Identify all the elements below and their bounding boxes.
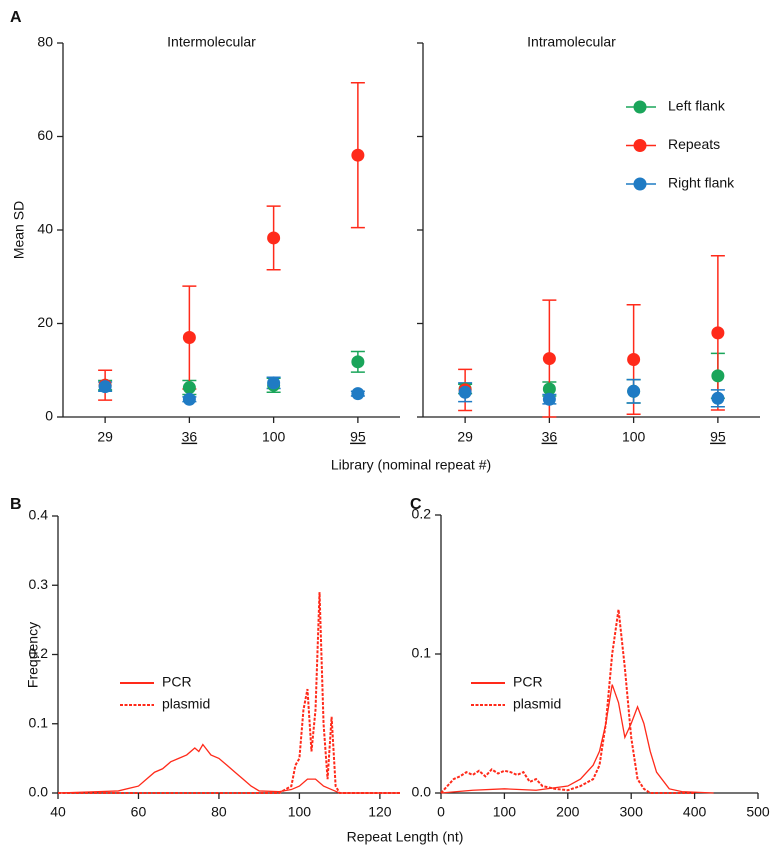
dot bbox=[458, 385, 472, 399]
legend-label: PCR bbox=[162, 674, 192, 690]
dot bbox=[627, 384, 641, 398]
dot bbox=[351, 148, 365, 162]
dot bbox=[98, 380, 112, 394]
x-tick-label: 0 bbox=[437, 804, 445, 820]
dot bbox=[267, 376, 281, 390]
dot bbox=[711, 369, 725, 383]
y-tick-label: 0.1 bbox=[412, 645, 432, 661]
y-tick-label: 0.3 bbox=[29, 576, 49, 592]
y-tick-label: 60 bbox=[37, 127, 53, 143]
x-axis-label: Repeat Length (nt) bbox=[347, 829, 464, 845]
y-tick-label: 0 bbox=[45, 408, 53, 424]
panel-letter: C bbox=[410, 496, 422, 513]
y-tick-label: 0.0 bbox=[29, 784, 49, 800]
dot bbox=[182, 381, 196, 395]
legend-label: PCR bbox=[513, 674, 543, 690]
x-tick-label: 60 bbox=[131, 804, 147, 820]
legend-marker bbox=[633, 139, 647, 152]
y-tick-label: 0.4 bbox=[29, 507, 49, 523]
dot bbox=[542, 392, 556, 406]
x-tick-label: 95 bbox=[710, 429, 726, 445]
dot bbox=[351, 387, 365, 401]
dot bbox=[351, 355, 365, 369]
panel-letter: A bbox=[10, 9, 22, 26]
dot bbox=[267, 231, 281, 245]
line bbox=[57, 743, 400, 794]
x-tick-label: 500 bbox=[746, 804, 770, 820]
legend-label: Left flank bbox=[668, 98, 726, 114]
line bbox=[440, 684, 714, 794]
x-tick-label: 400 bbox=[683, 804, 707, 820]
y-tick-label: 0.2 bbox=[412, 506, 432, 522]
x-tick-label: 200 bbox=[556, 804, 580, 820]
x-tick-label: 100 bbox=[622, 429, 646, 445]
dot bbox=[711, 391, 725, 405]
y-tick-label: 80 bbox=[37, 34, 53, 50]
dot bbox=[182, 331, 196, 345]
x-tick-label: 80 bbox=[211, 804, 227, 820]
y-tick-label: 0.1 bbox=[29, 714, 49, 730]
legend-marker bbox=[633, 100, 647, 114]
dot bbox=[182, 392, 196, 406]
line bbox=[440, 609, 695, 794]
x-tick-label: 100 bbox=[262, 429, 286, 445]
dot bbox=[627, 352, 641, 366]
x-tick-label: 120 bbox=[368, 804, 392, 820]
x-tick-label: 100 bbox=[288, 804, 312, 820]
x-tick-label: 100 bbox=[493, 804, 517, 820]
x-tick-label: 95 bbox=[350, 429, 366, 445]
legend-label: Right flank bbox=[668, 175, 735, 191]
y-tick-label: 0.2 bbox=[29, 645, 49, 661]
y-tick-label: 40 bbox=[37, 221, 53, 237]
x-tick-label: 40 bbox=[50, 804, 66, 820]
dot bbox=[542, 382, 556, 396]
line bbox=[58, 592, 400, 794]
x-tick-label: 29 bbox=[457, 429, 473, 445]
y-tick-label: 0.0 bbox=[412, 784, 432, 800]
legend-marker bbox=[633, 177, 647, 191]
y-tick-label: 20 bbox=[37, 314, 53, 330]
x-axis-label: Library (nominal repeat #) bbox=[331, 457, 491, 473]
panel-letter: B bbox=[10, 496, 22, 513]
legend-label: plasmid bbox=[162, 696, 210, 712]
y-axis-label: Frequency bbox=[25, 622, 41, 688]
dot bbox=[542, 352, 556, 366]
x-tick-label: 36 bbox=[542, 429, 558, 445]
legend-label: plasmid bbox=[513, 696, 561, 712]
subplot-title: Intramolecular bbox=[527, 34, 616, 50]
subplot-title: Intermolecular bbox=[167, 34, 256, 50]
x-tick-label: 300 bbox=[620, 804, 644, 820]
legend-label: Repeats bbox=[668, 136, 720, 152]
x-tick-label: 29 bbox=[97, 429, 113, 445]
x-tick-label: 36 bbox=[182, 429, 198, 445]
dot bbox=[711, 326, 725, 340]
y-axis-label: Mean SD bbox=[11, 201, 27, 259]
